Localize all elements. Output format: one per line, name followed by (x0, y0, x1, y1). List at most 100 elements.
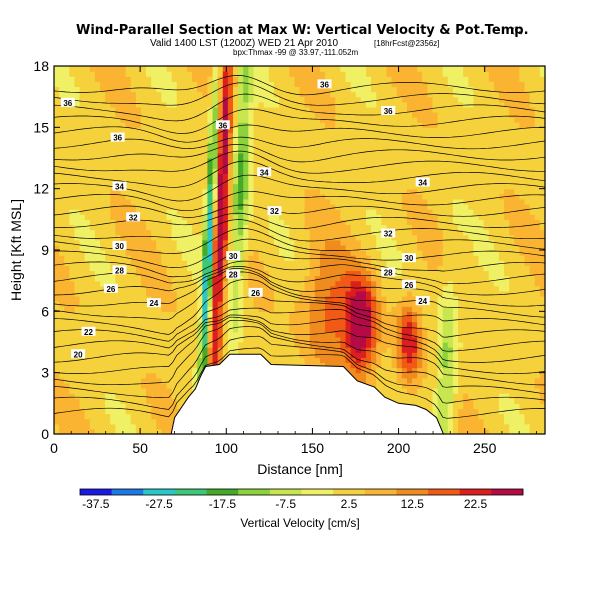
heat-cell (166, 285, 173, 292)
heat-cell (151, 168, 157, 174)
heat-cell (79, 76, 86, 82)
heat-cell (94, 96, 101, 103)
heat-cell (135, 117, 142, 123)
heat-cell (294, 285, 301, 292)
heat-cell (365, 342, 372, 348)
heat-cell (79, 188, 86, 195)
heat-cell (64, 331, 70, 338)
heat-cell (376, 234, 382, 241)
heat-cell (340, 173, 347, 180)
heat-cell (263, 321, 270, 328)
heat-cell (125, 362, 132, 369)
heat-cell (64, 71, 70, 77)
heat-cell (360, 204, 367, 210)
heat-cell (273, 347, 280, 353)
heat-cell (371, 214, 377, 220)
heat-cell (130, 71, 137, 77)
heat-cell (161, 204, 168, 210)
heat-cell (238, 76, 244, 82)
heat-cell (140, 428, 147, 435)
heat-cell (233, 198, 239, 205)
heat-cell (146, 152, 152, 159)
heat-cell (100, 152, 106, 159)
heat-cell (381, 331, 388, 338)
heat-cell (238, 158, 244, 164)
heat-cell (396, 224, 403, 231)
heat-cell (156, 163, 162, 169)
heat-cell (125, 393, 132, 399)
heat-cell (391, 255, 398, 261)
heat-cell (156, 76, 162, 82)
heat-cell (238, 219, 244, 226)
heat-cell (105, 173, 111, 180)
heat-cell (151, 183, 157, 190)
heat-cell (54, 86, 60, 93)
heat-cell (360, 280, 367, 287)
heat-cell (64, 418, 70, 425)
heat-cell (222, 250, 229, 256)
heat-cell (330, 321, 336, 328)
heat-cell (391, 158, 398, 164)
heat-cell (396, 158, 403, 164)
heat-cell (186, 163, 193, 169)
heat-cell (151, 66, 157, 72)
heat-cell (202, 224, 209, 231)
heat-cell (273, 311, 280, 318)
heat-cell (340, 214, 347, 220)
heat-cell (268, 219, 275, 226)
heat-cell (304, 260, 311, 266)
heat-cell (202, 91, 209, 98)
heat-cell (192, 142, 198, 149)
heat-cell (74, 418, 81, 425)
heat-cell (355, 158, 362, 164)
heat-cell (284, 209, 290, 215)
heat-cell (345, 362, 352, 369)
heat-cell (289, 127, 295, 134)
heat-cell (345, 290, 352, 297)
heat-cell (130, 336, 137, 343)
heat-cell (284, 193, 290, 200)
heat-cell (248, 280, 255, 287)
heat-cell (186, 173, 193, 180)
heat-cell (299, 76, 306, 82)
heat-cell (273, 117, 280, 123)
heat-cell (299, 204, 306, 210)
heat-cell (105, 418, 111, 425)
heat-cell (222, 296, 229, 302)
heat-cell (330, 296, 336, 302)
heat-cell (314, 158, 321, 164)
heat-cell (279, 265, 285, 272)
heat-cell (115, 347, 122, 353)
heat-cell (376, 91, 382, 98)
heat-cell (325, 306, 331, 312)
heat-cell (340, 280, 347, 287)
heat-cell (319, 265, 326, 272)
heat-cell (238, 96, 244, 103)
heat-cell (176, 81, 183, 88)
heat-cell (319, 239, 326, 246)
heat-cell (151, 147, 157, 154)
heat-cell (381, 239, 388, 246)
heat-cell (309, 168, 316, 174)
heat-cell (181, 255, 188, 261)
heat-cell (335, 147, 342, 154)
heat-cell (258, 188, 265, 195)
heat-cell (294, 204, 301, 210)
heat-cell (345, 112, 352, 118)
heat-cell (120, 173, 127, 180)
heat-cell (146, 234, 152, 241)
heat-cell (243, 326, 249, 333)
heat-cell (279, 352, 285, 358)
heat-cell (222, 168, 229, 174)
heat-cell (314, 265, 321, 272)
heat-cell (360, 342, 367, 348)
heat-cell (227, 112, 234, 118)
heat-cell (74, 296, 81, 302)
heat-cell (350, 198, 357, 205)
heat-cell (161, 321, 168, 328)
heat-cell (401, 296, 408, 302)
heat-cell (396, 76, 403, 82)
heat-cell (222, 244, 229, 251)
heat-cell (181, 142, 188, 149)
heat-cell (350, 372, 357, 379)
